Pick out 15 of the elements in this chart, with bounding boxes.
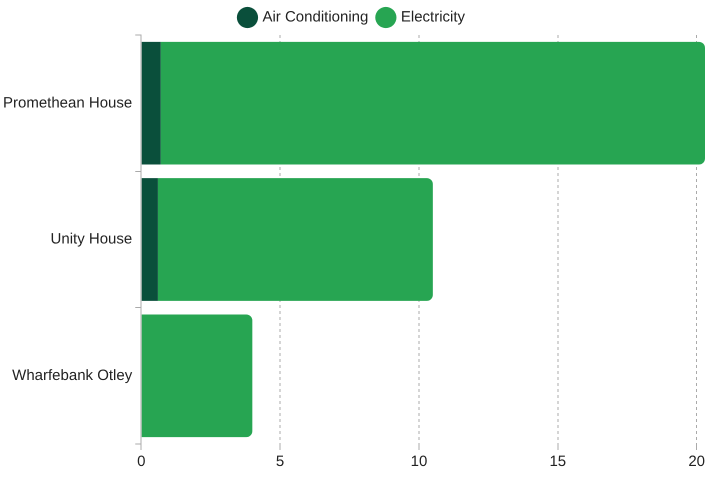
bar: [158, 178, 433, 301]
x-tick-label: 15: [549, 453, 566, 470]
bar: [142, 42, 161, 165]
x-tick-label: 20: [688, 453, 706, 470]
bar: [142, 314, 252, 438]
x-tick-label: 5: [276, 453, 284, 470]
legend-label: Air Conditioning: [262, 8, 368, 26]
y-tick-label: Wharfebank Otley: [12, 366, 133, 384]
legend-label: Electricity: [400, 8, 466, 26]
bar: [160, 42, 705, 165]
bar: [142, 178, 158, 301]
x-tick-label: 0: [137, 453, 146, 470]
y-tick-label: Promethean House: [2, 94, 132, 112]
x-tick-label: 10: [410, 453, 428, 470]
y-tick-label: Unity House: [50, 230, 132, 248]
